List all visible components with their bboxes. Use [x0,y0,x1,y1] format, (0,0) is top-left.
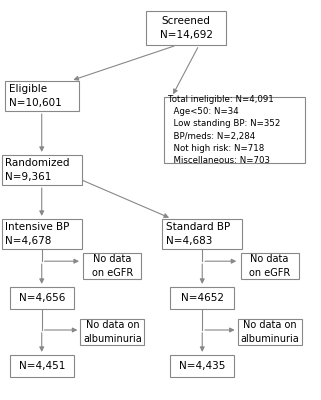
Text: Standard BP
N=4,683: Standard BP N=4,683 [166,222,230,246]
Text: No data on
albuminuria: No data on albuminuria [240,320,299,344]
FancyBboxPatch shape [5,81,79,111]
Text: N=4652: N=4652 [181,293,224,303]
FancyBboxPatch shape [80,319,144,345]
FancyBboxPatch shape [164,97,305,163]
FancyBboxPatch shape [238,319,302,345]
Text: N=4,451: N=4,451 [19,361,65,371]
Text: Randomized
N=9,361: Randomized N=9,361 [5,158,70,182]
FancyBboxPatch shape [2,219,82,249]
Text: Total ineligible: N=4,091
  Age<50: N=34
  Low standing BP: N=352
  BP/meds: N=2: Total ineligible: N=4,091 Age<50: N=34 L… [168,95,280,165]
FancyBboxPatch shape [146,11,226,45]
Text: Intensive BP
N=4,678: Intensive BP N=4,678 [5,222,70,246]
FancyBboxPatch shape [170,355,234,377]
Text: N=4,435: N=4,435 [179,361,225,371]
FancyBboxPatch shape [10,355,74,377]
FancyBboxPatch shape [2,155,82,185]
FancyBboxPatch shape [10,287,74,309]
Text: No data
on eGFR: No data on eGFR [92,254,133,278]
FancyBboxPatch shape [162,219,242,249]
Text: No data on
albuminuria: No data on albuminuria [83,320,142,344]
FancyBboxPatch shape [241,253,299,279]
Text: Screened
N=14,692: Screened N=14,692 [160,16,213,40]
Text: Eligible
N=10,601: Eligible N=10,601 [9,84,61,108]
FancyBboxPatch shape [83,253,141,279]
Text: N=4,656: N=4,656 [19,293,65,303]
FancyBboxPatch shape [170,287,234,309]
Text: No data
on eGFR: No data on eGFR [249,254,290,278]
